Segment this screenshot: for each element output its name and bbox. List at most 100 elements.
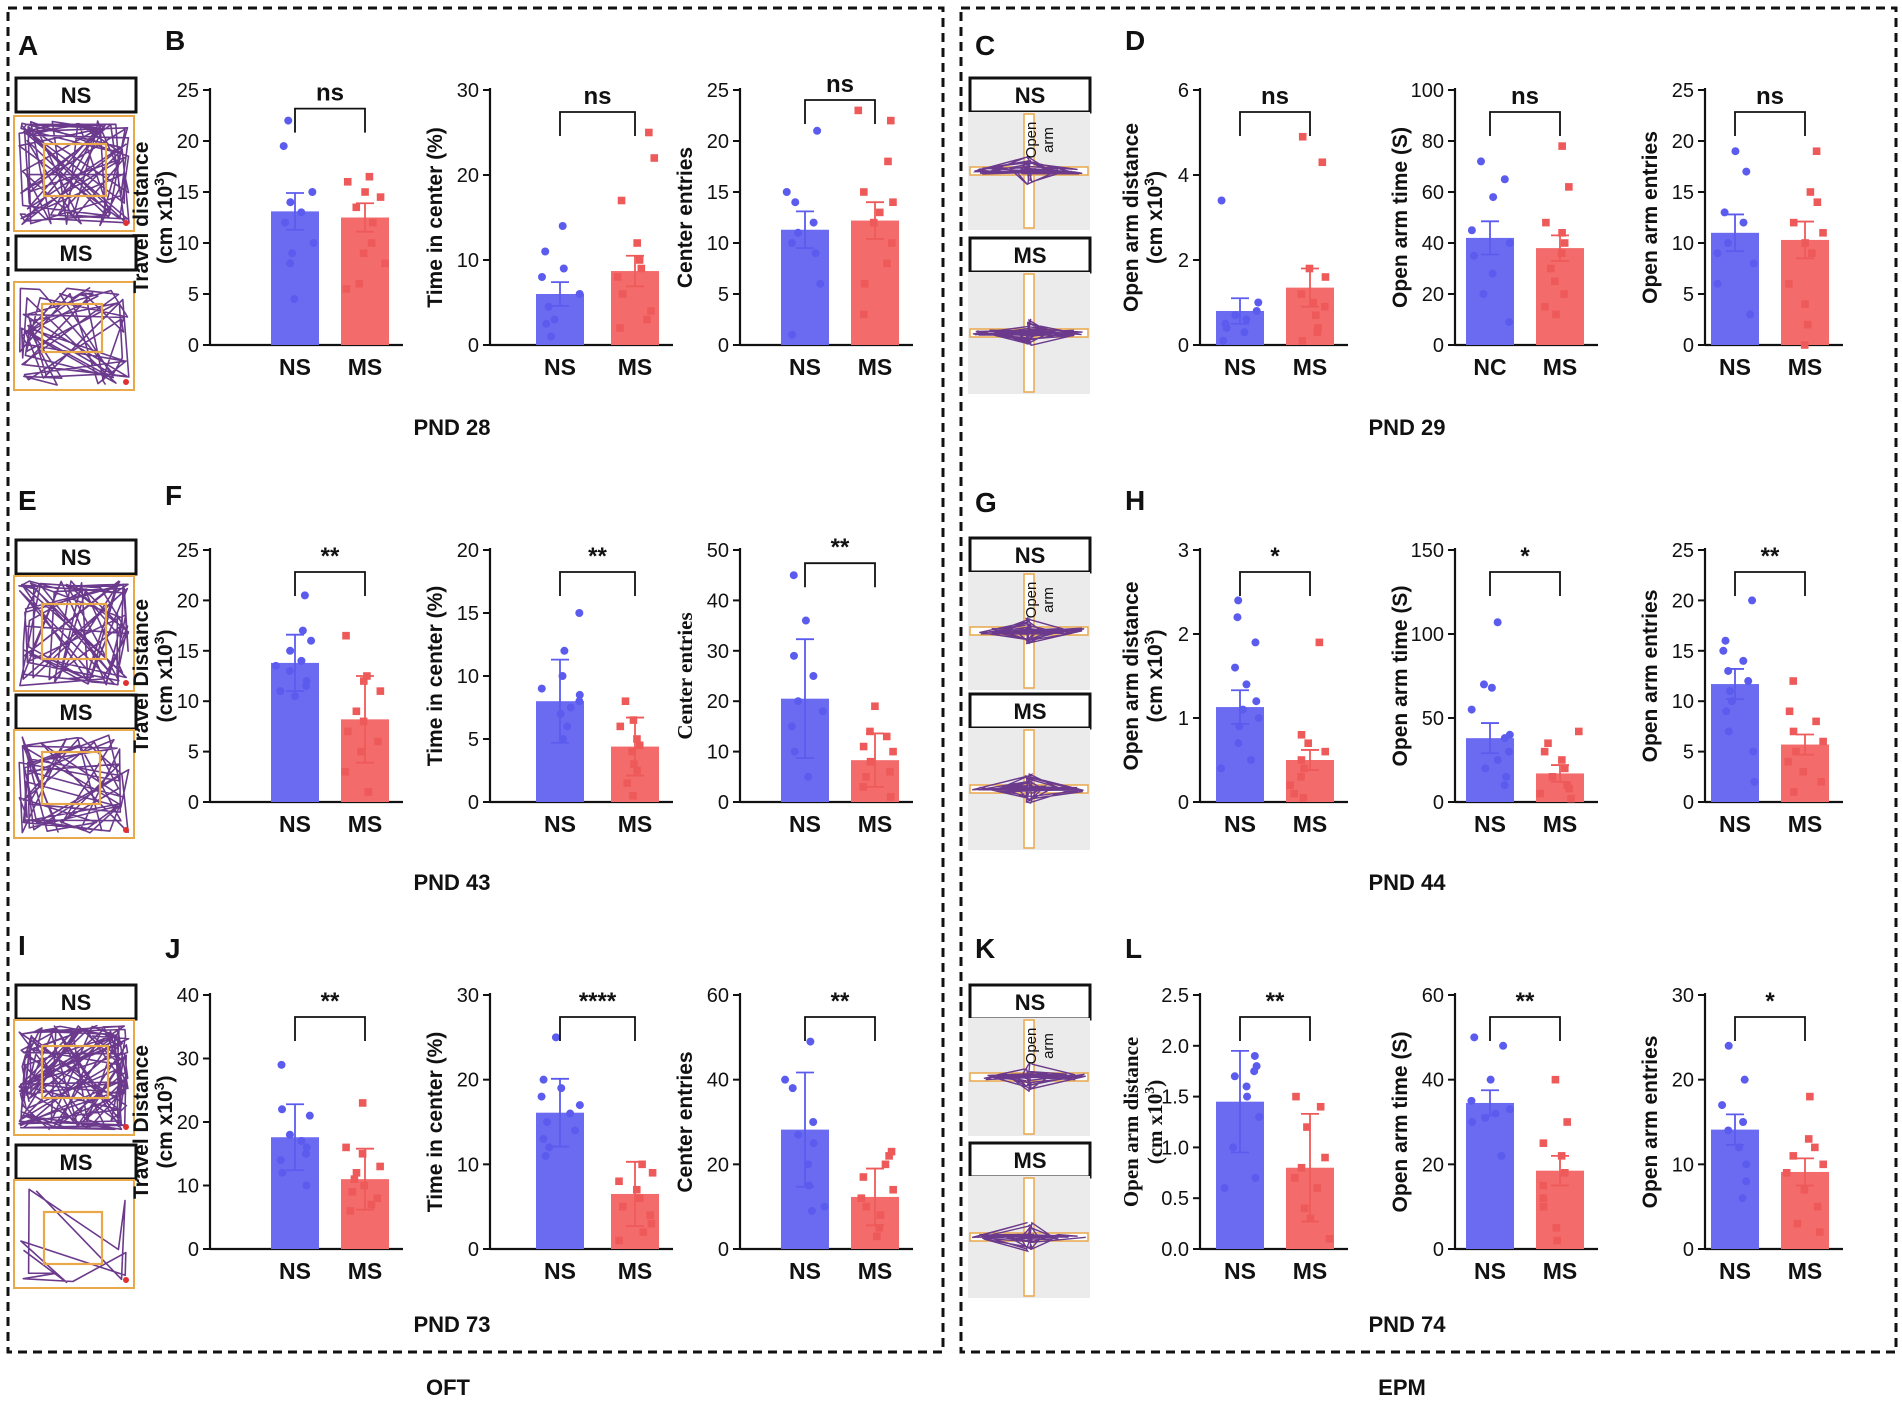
data-point — [875, 1224, 884, 1232]
y-axis-label: Time in center (%) — [424, 1032, 447, 1213]
data-point — [374, 737, 382, 746]
svg-text:NS: NS — [61, 83, 92, 108]
y-tick-label: 40 — [707, 590, 729, 612]
x-category-label: NS — [789, 354, 821, 380]
chart-l-3: 0 10 20 30 NS MS * Open arm entries — [1639, 985, 1843, 1284]
data-point — [277, 1060, 286, 1069]
significance-bracket — [1734, 1016, 1806, 1041]
data-point — [360, 1181, 368, 1190]
data-point — [1481, 1113, 1490, 1122]
data-point — [1560, 764, 1569, 773]
y-axis-unit-label: (cm x103) — [1143, 1080, 1167, 1165]
data-point — [1242, 680, 1251, 689]
y-axis-unit-label: (cm x103) — [1141, 171, 1167, 264]
svg-text:MS: MS — [60, 241, 93, 266]
data-point — [1739, 1118, 1748, 1126]
data-point — [286, 259, 295, 268]
y-tick-label: 5 — [1683, 284, 1694, 306]
data-point — [348, 1188, 357, 1196]
significance-bracket — [804, 99, 876, 124]
oft-track-plot — [13, 575, 135, 692]
data-point — [643, 315, 651, 324]
data-point — [871, 702, 879, 711]
data-point — [809, 218, 818, 227]
data-point — [1488, 269, 1497, 278]
data-point — [1313, 1184, 1322, 1192]
data-point — [352, 203, 361, 212]
data-point — [1749, 747, 1758, 756]
data-point — [1254, 298, 1263, 307]
data-point — [570, 1126, 579, 1135]
data-point — [1713, 279, 1722, 288]
svg-text:NS: NS — [61, 545, 92, 570]
data-point — [806, 1037, 815, 1046]
epm-pnd-label: PND 29 — [1368, 415, 1445, 440]
bar-ns — [1466, 1102, 1514, 1249]
y-axis-label: Time in center (%) — [424, 586, 447, 767]
y-tick-label: 4 — [1178, 165, 1189, 187]
ns-label-box: NS — [14, 538, 138, 576]
y-tick-label: 15 — [1672, 641, 1694, 663]
data-point — [575, 690, 584, 699]
y-tick-label: 10 — [457, 666, 479, 688]
y-tick-label: 0 — [188, 335, 199, 357]
data-point — [886, 767, 894, 776]
y-tick-label: 1 — [1178, 708, 1189, 730]
chart-f-3: 0 10 20 30 40 50 NS MS ** Center entries — [673, 534, 913, 837]
data-point — [887, 239, 896, 247]
epm-pnd-label: PND 44 — [1368, 870, 1446, 895]
x-category-label: MS — [1788, 1258, 1823, 1284]
y-tick-label: 20 — [177, 131, 199, 153]
open-arm-label: Openarm — [1023, 122, 1057, 159]
significance-label: ns — [1261, 83, 1289, 110]
oft-pnd-label: PND 73 — [413, 1312, 490, 1337]
significance-bracket — [1239, 1016, 1311, 1041]
y-tick-label: 25 — [177, 540, 199, 562]
data-point — [341, 767, 350, 776]
data-point — [1217, 764, 1226, 773]
data-point — [302, 1143, 311, 1152]
data-point — [286, 198, 295, 207]
data-point — [1234, 739, 1243, 748]
data-point — [1252, 307, 1261, 315]
x-category-label: NS — [789, 811, 821, 837]
x-category-label: MS — [348, 811, 383, 837]
y-tick-label: 80 — [1422, 131, 1444, 153]
data-point — [1231, 311, 1240, 320]
y-tick-label: 0 — [1433, 792, 1444, 814]
y-axis-label: Open arm distance — [1120, 123, 1143, 312]
y-tick-label: 25 — [707, 80, 729, 102]
y-tick-label: 20 — [177, 590, 199, 612]
y-axis-label: Open arm distance — [1119, 1037, 1143, 1207]
data-point — [1250, 1051, 1259, 1060]
svg-text:MS: MS — [60, 700, 93, 725]
data-point — [1789, 788, 1798, 796]
epm-track-plot — [968, 572, 1090, 690]
x-category-label: NS — [1224, 354, 1256, 380]
data-point — [629, 791, 637, 800]
data-point — [789, 571, 798, 580]
significance-label: ** — [321, 543, 340, 570]
data-point — [646, 1211, 655, 1219]
y-tick-label: 0 — [718, 335, 729, 357]
data-point — [302, 1181, 311, 1190]
y-axis-unit-label: (cm x103) — [151, 171, 177, 264]
data-point — [297, 1137, 306, 1146]
data-point — [286, 646, 295, 655]
panel-letter-g: G — [975, 487, 997, 518]
data-point — [1565, 183, 1573, 191]
data-point — [628, 747, 636, 756]
data-point — [297, 208, 306, 217]
data-point — [857, 1194, 866, 1202]
data-point — [1320, 302, 1329, 311]
y-tick-label: 40 — [707, 1070, 729, 1092]
data-point — [635, 256, 644, 264]
significance-label: ns — [316, 80, 344, 107]
data-point — [859, 783, 867, 791]
data-point — [358, 1149, 367, 1158]
data-point — [544, 302, 553, 311]
data-point — [1540, 747, 1549, 756]
data-point — [862, 1202, 871, 1211]
oft-pnd-label: PND 28 — [413, 415, 490, 440]
data-point — [1243, 1092, 1252, 1101]
